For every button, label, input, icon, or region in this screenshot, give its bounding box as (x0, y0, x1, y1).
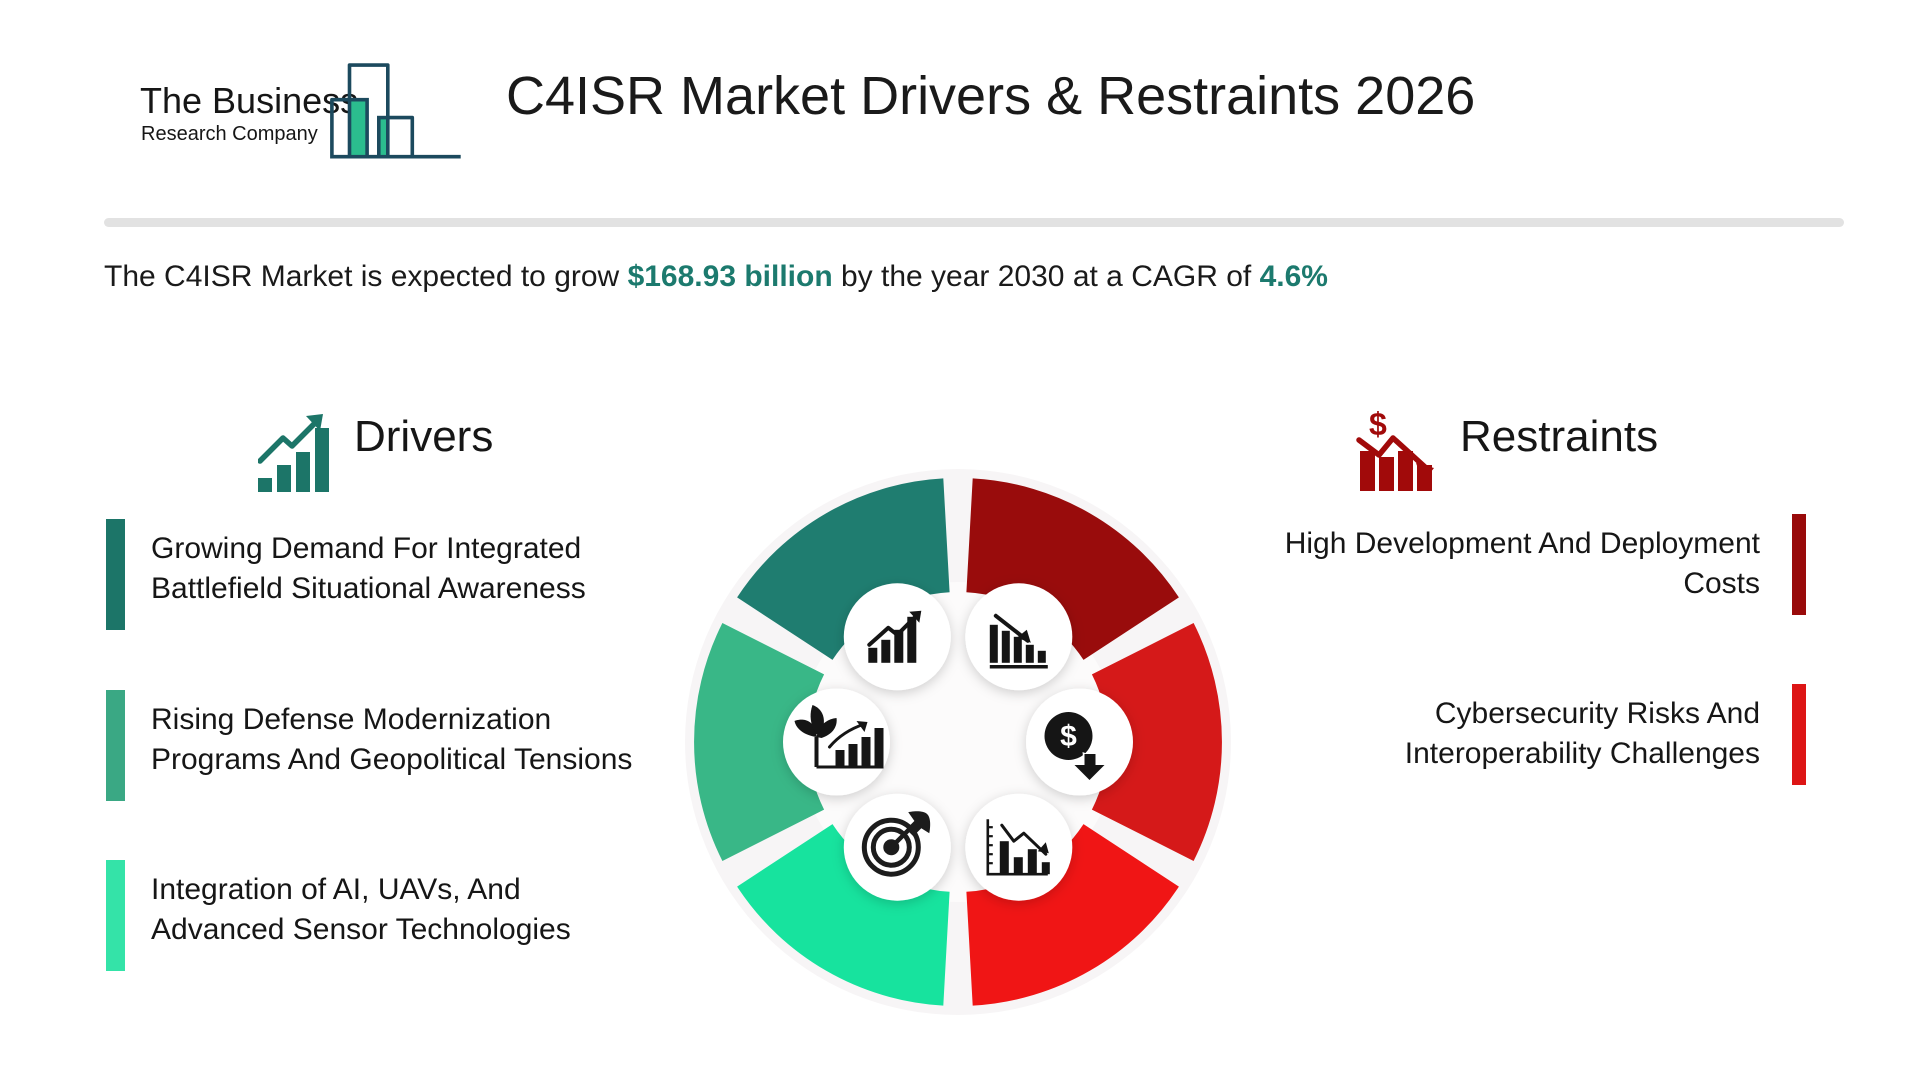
svg-text:$: $ (1369, 406, 1387, 442)
svg-text:Research Company: Research Company (141, 123, 318, 145)
svg-text:The Business: The Business (140, 80, 358, 121)
svg-text:$: $ (1060, 720, 1077, 753)
